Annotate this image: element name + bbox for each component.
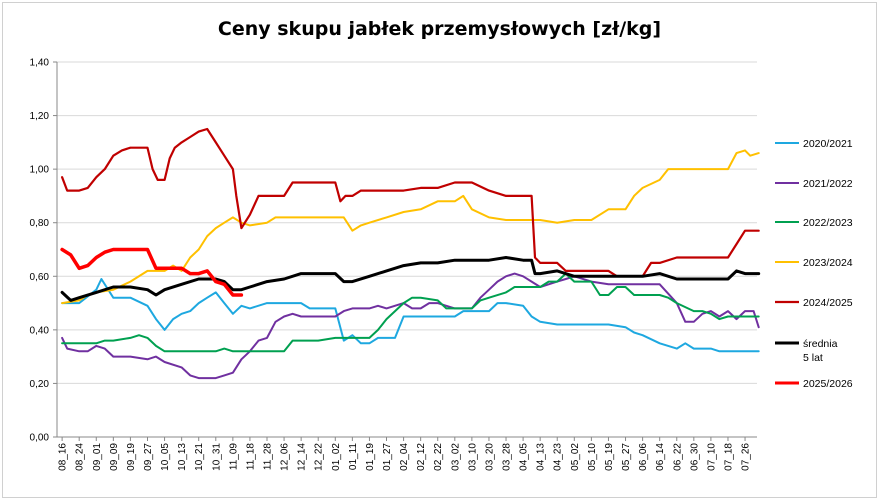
x-tick-label: 12_14: [297, 443, 308, 471]
x-tick-label: 10_05: [160, 443, 171, 471]
x-tick-label: 09_27: [143, 443, 154, 471]
legend-label: 2022/2023: [803, 217, 853, 229]
x-tick-label: 05_19: [604, 443, 615, 471]
x-tick-label: 01_02: [331, 443, 342, 471]
x-tick-label: 05_27: [621, 443, 632, 471]
y-tick-label: 0,80: [30, 218, 50, 229]
x-tick-label: 04_05: [519, 443, 530, 471]
y-tick-label: 0,00: [30, 433, 50, 444]
series-line-2024-2025: [61, 127, 760, 278]
x-tick-label: 06_06: [638, 443, 649, 471]
legend-label: 5 lat: [803, 352, 823, 364]
chart-title: Ceny skupu jabłek przemysłowych [zł/kg]: [217, 18, 662, 40]
x-tick-label: 03_02: [450, 443, 461, 471]
x-tick-label: 01_27: [382, 443, 393, 471]
x-tick-label: 11_09: [228, 443, 239, 471]
x-tick-label: 04_23: [553, 443, 564, 471]
axes: 0,00 0,20 0,40 0,60 0,80 1,00 1,20 1,40 08_16 08_…: [30, 58, 757, 471]
y-tick-label: 0,40: [30, 325, 50, 336]
x-tick-label: 07_10: [706, 443, 717, 471]
x-tick-label: 08_24: [75, 443, 86, 471]
series-line-2025-2026: [60, 247, 244, 297]
x-tick-label: 01_11: [348, 443, 359, 471]
series-line--rednia-5-lat: [60, 256, 761, 302]
x-tick-label: 03_10: [467, 443, 478, 471]
y-tick-label: 1,20: [30, 111, 50, 122]
legend-label: 2025/2026: [803, 378, 853, 390]
x-tick-label: 07_26: [741, 443, 752, 471]
legend-label: 2023/2024: [803, 257, 853, 269]
legend-label: 2020/2021: [803, 138, 853, 150]
x-tick-label: 08_16: [58, 443, 69, 471]
series-line-2021-2022: [61, 272, 760, 380]
legend-label: 2024/2025: [803, 297, 853, 309]
x-tick-label: 07_18: [723, 443, 734, 471]
grid-lines: [57, 61, 757, 438]
legend-label: 2021/2022: [803, 178, 853, 190]
y-tick-label: 1,40: [30, 58, 50, 69]
x-tick-label: 02_04: [399, 443, 410, 471]
x-tick-label: 09_09: [109, 443, 120, 471]
x-tick-label: 06_14: [655, 443, 666, 471]
x-tick-label: 02_22: [433, 443, 444, 471]
x-tick-label: 01_19: [365, 443, 376, 471]
y-tick-label: 1,00: [30, 165, 50, 176]
x-tick-label: 11_18: [245, 443, 256, 471]
x-tick-label: 03_28: [502, 443, 513, 471]
series-lines: [60, 127, 761, 380]
series-line-2020-2021: [61, 278, 760, 353]
x-tick-label: 06_30: [689, 443, 700, 471]
x-tick-label: 09_19: [126, 443, 137, 471]
legend-label: średnia: [803, 338, 838, 350]
x-tick-label: 04_13: [536, 443, 547, 471]
x-tick-label: 09_01: [92, 443, 103, 471]
x-tick-label: 02_12: [416, 443, 427, 471]
x-tick-label: 03_20: [484, 443, 495, 471]
x-tick-label: 05_02: [570, 443, 581, 471]
x-tick-label: 12_06: [280, 443, 291, 471]
x-tick-label: 10_21: [194, 443, 205, 471]
series-line-2022-2023: [61, 272, 760, 353]
x-tick-label: 12_22: [314, 443, 325, 471]
y-tick-label: 0,60: [30, 272, 50, 283]
x-tick-label: 10_31: [211, 443, 222, 471]
x-tick-label: 06_22: [672, 443, 683, 471]
y-tick-label: 0,20: [30, 379, 50, 390]
x-tick-label: 05_10: [587, 443, 598, 471]
x-tick-label: 11_28: [263, 443, 274, 471]
x-tick-label: 10_13: [177, 443, 188, 471]
legend: 2020/2021 2021/2022 2022/2023 2023/2024 2024…: [775, 138, 853, 390]
